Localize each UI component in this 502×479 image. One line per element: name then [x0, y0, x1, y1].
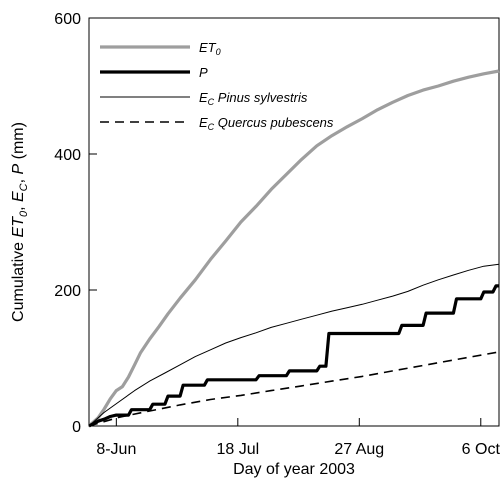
y-axis-title: Cumulative ET0, EC, P (mm) — [10, 122, 30, 322]
y-tick-label: 600 — [54, 11, 81, 28]
series-line-ec_quercus — [89, 352, 499, 426]
y-tick-label: 400 — [54, 147, 81, 164]
plot-frame — [89, 18, 499, 426]
x-tick-label: 18 Jul — [216, 441, 259, 458]
legend-label-p: P — [199, 65, 208, 80]
series-line-p — [89, 286, 499, 426]
x-tick-label: 8-Jun — [96, 441, 136, 458]
x-axis: 8-Jun 18 Jul 27 Aug 6 Oct — [96, 418, 500, 458]
series-line-ec_pinus — [89, 264, 499, 426]
legend-label-ec_quercus: EC Quercus pubescens — [199, 115, 334, 132]
x-tick-label: 6 Oct — [462, 441, 501, 458]
legend: ET0 P EC Pinus sylvestris EC Quercus pubesc… — [100, 40, 334, 132]
legend-label-et0: ET0 — [199, 40, 221, 57]
x-tick-label: 27 Aug — [334, 441, 384, 458]
legend-label-ec_pinus: EC Pinus sylvestris — [199, 90, 308, 107]
y-axis: 0 200 400 600 — [54, 11, 97, 436]
x-axis-title: Day of year 2003 — [233, 461, 355, 478]
y-tick-label: 200 — [54, 283, 81, 300]
y-tick-label: 0 — [72, 419, 81, 436]
